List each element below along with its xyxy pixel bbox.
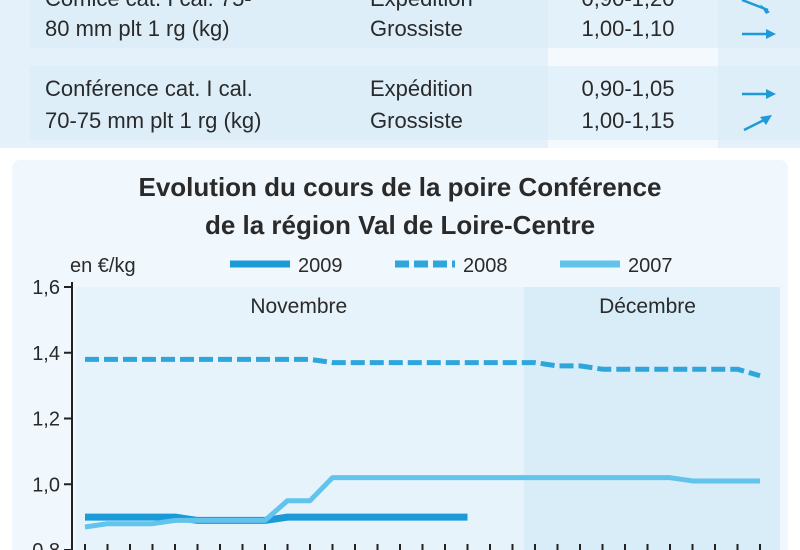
price: 0,90-1,20 bbox=[582, 0, 675, 11]
month-band bbox=[523, 287, 780, 550]
y-tick-label: 1,4 bbox=[32, 343, 60, 365]
market: Expédition bbox=[370, 76, 473, 101]
y-axis-label: en €/kg bbox=[70, 255, 136, 277]
product: 70-75 mm plt 1 rg (kg) bbox=[45, 108, 261, 133]
product: Conférence cat. I cal. bbox=[45, 76, 253, 101]
product: Comice cat. I cal. 75- bbox=[45, 0, 252, 11]
series-line bbox=[85, 356, 761, 379]
market: Grossiste bbox=[370, 16, 463, 41]
market: Expédition bbox=[370, 0, 473, 11]
trend-arrows bbox=[741, 0, 776, 132]
series-line bbox=[84, 475, 760, 530]
product: 80 mm plt 1 rg (kg) bbox=[45, 16, 230, 41]
legend-label: 2008 bbox=[463, 255, 508, 277]
y-tick-label: 1,0 bbox=[32, 474, 60, 496]
legend-label: 2009 bbox=[298, 255, 343, 277]
market: Grossiste bbox=[370, 108, 463, 133]
price: 1,00-1,10 bbox=[582, 16, 675, 41]
price: 1,00-1,15 bbox=[582, 108, 675, 133]
row-band bbox=[30, 66, 800, 140]
chart-title: de la région Val de Loire-Centre bbox=[205, 210, 595, 240]
legend-label: 2007 bbox=[628, 255, 673, 277]
y-tick-label: 1,6 bbox=[32, 277, 60, 299]
month-label: Novembre bbox=[250, 295, 347, 318]
month-band bbox=[76, 287, 524, 550]
month-label: Décembre bbox=[599, 295, 696, 318]
y-tick-label: 1,2 bbox=[32, 409, 60, 431]
price: 0,90-1,05 bbox=[582, 76, 675, 101]
series-line bbox=[85, 513, 468, 524]
y-tick-label: 0,8 bbox=[32, 540, 60, 550]
row-band bbox=[30, 0, 800, 48]
chart-title: Evolution du cours de la poire Conférenc… bbox=[139, 172, 662, 202]
